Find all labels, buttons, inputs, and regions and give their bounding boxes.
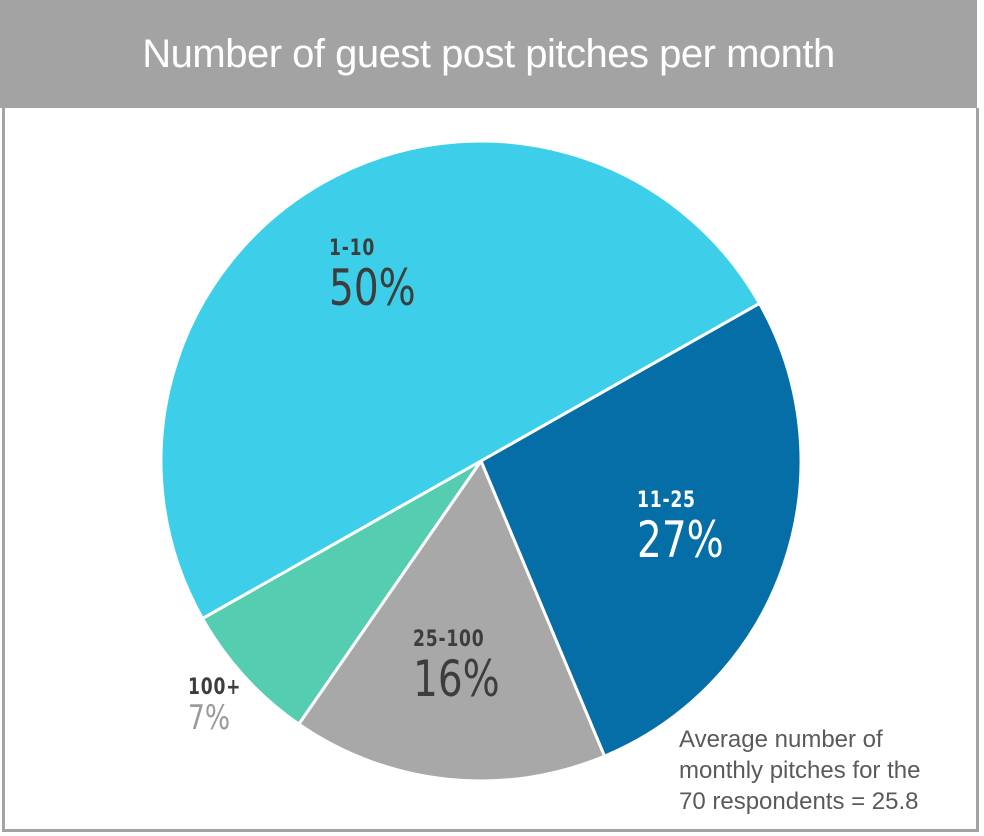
average-note: Average number of monthly pitches for th… [679,724,969,817]
percent-label: 27% [637,511,724,569]
label-25-100: 25-100 16% [413,627,524,708]
label-100-plus: 100+ 7% [188,675,256,738]
slice-100-plus [201,459,483,726]
range-label: 11-25 [637,488,696,513]
note-line-2: monthly pitches for the [679,757,921,784]
slice-25-100 [297,459,606,783]
note-line-3: 70 respondents = 25.8 [679,788,919,815]
slice-1-10 [159,139,761,621]
label-1-10: 1-10 50% [329,236,440,317]
range-label: 100+ [188,675,242,700]
range-label: 25-100 [413,627,485,652]
chart-frame [2,108,979,832]
percent-label: 50% [329,259,416,317]
slice-11-25 [479,301,803,758]
label-11-25: 11-25 27% [637,488,748,569]
range-label: 1-10 [329,236,376,261]
chart-title-banner: Number of guest post pitches per month [0,0,977,108]
note-line-1: Average number of [679,726,883,753]
chart-title: Number of guest post pitches per month [142,31,835,76]
percent-label: 7% [188,698,231,738]
percent-label: 16% [413,650,500,708]
